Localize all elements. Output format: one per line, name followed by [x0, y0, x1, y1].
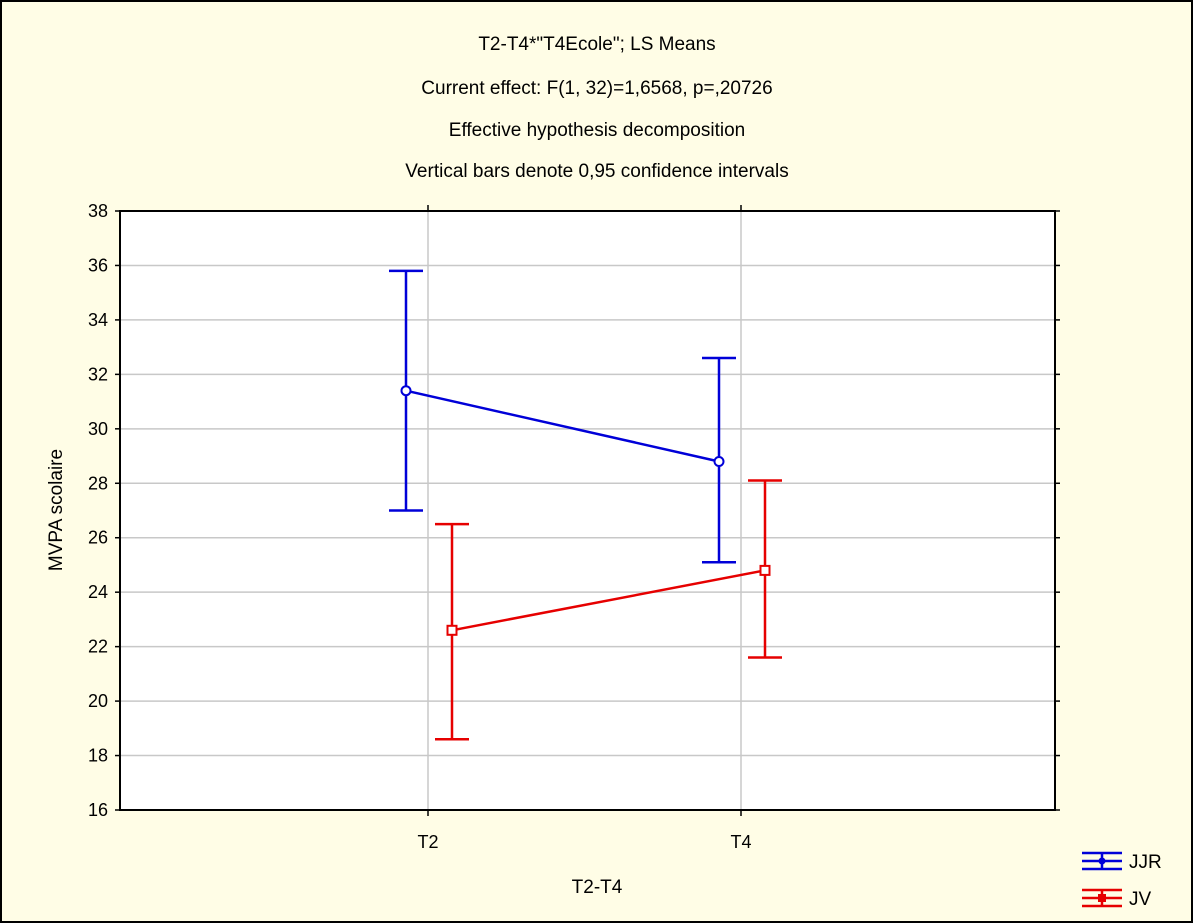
series-line-jv: [451, 569, 766, 632]
legend-marker: [1098, 894, 1106, 902]
series-jv: [435, 479, 782, 741]
data-point: [400, 385, 412, 397]
series-line-jjr: [405, 389, 720, 463]
grid-lines: [120, 211, 1055, 810]
y-tick-label: 16: [88, 800, 108, 820]
axis-ticks: 16 18 20 22 24 26 28 30 32 34 36 38 T2 T4: [88, 201, 1060, 852]
y-tick-label: 34: [88, 310, 108, 330]
y-tick-label: 18: [88, 746, 108, 766]
legend-marker: [1098, 857, 1106, 865]
legend-label: JJR: [1129, 852, 1162, 873]
plot-area: [120, 211, 1055, 810]
legend: JJR JV: [1082, 851, 1162, 910]
y-tick-label: 38: [88, 201, 108, 221]
x-axis-label: T2-T4: [572, 877, 623, 898]
data-point: [759, 564, 771, 576]
data-point: [446, 624, 458, 636]
y-tick-label: 28: [88, 473, 108, 493]
chart-title-line-3: Effective hypothesis decomposition: [449, 120, 745, 141]
y-tick-label: 20: [88, 691, 108, 711]
y-axis-label: MVPA scolaire: [46, 449, 67, 571]
y-tick-label: 30: [88, 419, 108, 439]
y-tick-label: 26: [88, 528, 108, 548]
legend-item-jjr: JJR: [1082, 851, 1162, 873]
chart-title-block: T2-T4*"T4Ecole"; LS Means Current effect…: [405, 34, 788, 182]
y-tick-label: 22: [88, 637, 108, 657]
series-layer: [389, 269, 782, 741]
chart-title-line-2: Current effect: F(1, 32)=1,6568, p=,2072…: [421, 78, 772, 99]
y-tick-label: 24: [88, 582, 108, 602]
data-point: [713, 455, 725, 467]
plot-border: [119, 210, 1056, 811]
legend-item-jv: JV: [1082, 888, 1152, 910]
x-tick-label: T2: [417, 832, 438, 852]
chart-title-line-4: Vertical bars denote 0,95 confidence int…: [405, 161, 788, 182]
y-tick-label: 36: [88, 255, 108, 275]
x-tick-label: T4: [730, 832, 751, 852]
y-tick-label: 32: [88, 364, 108, 384]
series-jjr: [389, 269, 736, 564]
legend-label: JV: [1129, 889, 1152, 910]
chart-title-line-1: T2-T4*"T4Ecole"; LS Means: [478, 34, 715, 55]
